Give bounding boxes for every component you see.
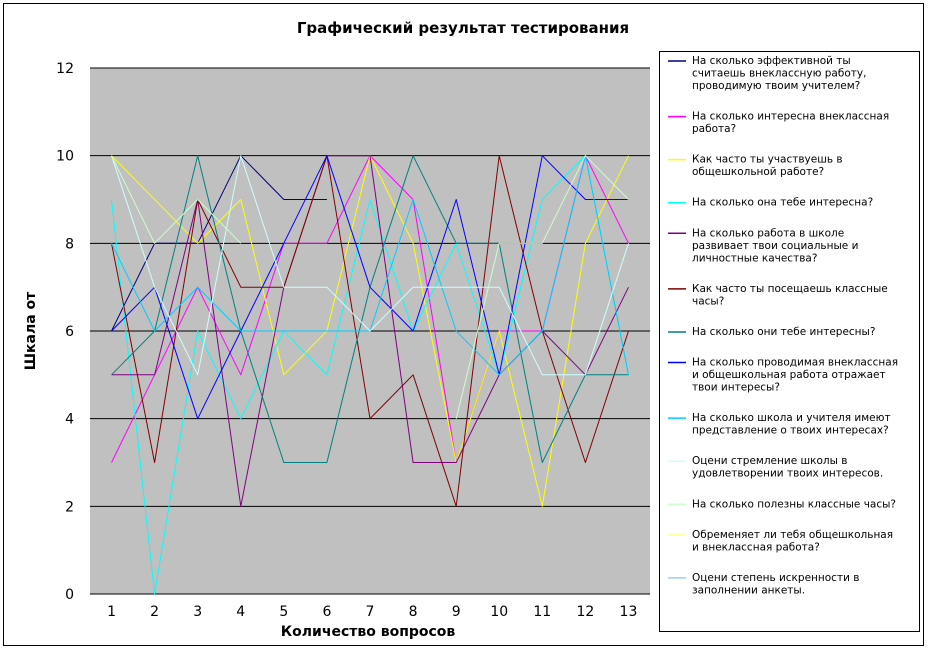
x-tick-label: 11 [533, 604, 551, 620]
legend-entry: На сколько интересна внеклассная работа? [668, 111, 889, 136]
legend-entry: На сколько эффективной ты считаешь внекла… [668, 55, 866, 92]
series-path [111, 155, 327, 332]
series-path [111, 155, 629, 419]
y-tick-labels: 0 2 4 6 8 10 12 [56, 61, 74, 603]
y-tick-label: 4 [65, 412, 74, 428]
x-tick-label: 5 [279, 604, 288, 620]
x-tick-label: 1 [107, 604, 116, 620]
legend-entry: На сколько школа и учителя имеют представ… [668, 412, 891, 437]
y-tick-label: 8 [65, 236, 74, 252]
series-line [111, 155, 327, 332]
series-path [111, 155, 629, 376]
legend-label: Оцени степень искренности в заполнении ан… [692, 572, 859, 597]
y-tick-label: 0 [65, 587, 74, 603]
legend-entry: Обременяет ли тебя общешкольная и внеклас… [668, 529, 893, 554]
y-tick-label: 10 [56, 149, 74, 165]
x-axis-title: Количество вопросов [281, 624, 456, 640]
legend-label: На сколько эффективной ты считаешь внекла… [692, 55, 866, 92]
series-lines [111, 155, 629, 595]
legend-label: Оцени стремление школы в удовлетворении т… [692, 455, 883, 480]
x-tick-label: 8 [409, 604, 418, 620]
x-tick-label: 13 [620, 604, 638, 620]
x-tick-label: 6 [322, 604, 331, 620]
legend-entry: Оцени стремление школы в удовлетворении т… [668, 455, 883, 480]
y-tick-label: 6 [65, 324, 74, 340]
legend-label: На сколько проводимая внеклассная и общеш… [692, 357, 898, 394]
x-tick-label: 9 [452, 604, 461, 620]
series-path [111, 155, 629, 595]
series-line [111, 155, 629, 419]
legend-label: На сколько полезны классные часы? [692, 498, 896, 510]
x-tick-labels: 1 2 3 4 5 6 7 8 9 10 11 12 13 [107, 604, 637, 620]
legend-label: На сколько они тебе интересны? [692, 326, 875, 338]
x-tick-label: 12 [576, 604, 594, 620]
legend-entry: На сколько они тебе интересны? [668, 326, 875, 338]
series-line [111, 155, 629, 420]
y-tick-label: 12 [56, 61, 74, 77]
legend-entry: Как часто ты посещаешь классные часы? [668, 283, 888, 308]
legend-entry: На сколько проводимая внеклассная и общеш… [668, 357, 898, 394]
legend-label: Обременяет ли тебя общешкольная и внеклас… [692, 529, 893, 554]
series-line [111, 155, 629, 595]
legend-entry: Оцени степень искренности в заполнении ан… [668, 572, 859, 597]
legend-label: Как часто ты посещаешь классные часы? [692, 283, 888, 308]
legend: На сколько эффективной ты считаешь внекла… [668, 55, 898, 596]
x-tick-label: 2 [150, 604, 159, 620]
legend-label: На сколько интересна внеклассная работа? [692, 111, 889, 136]
legend-label: На сколько школа и учителя имеют представ… [692, 412, 891, 437]
legend-box [659, 51, 920, 632]
legend-entry: На сколько работа в школе развивает твои … [668, 227, 858, 264]
legend-label: Как часто ты участвуешь в общешкольной ра… [692, 154, 843, 179]
y-tick-label: 2 [65, 499, 74, 515]
legend-label: На сколько работа в школе развивает твои … [692, 227, 858, 264]
x-tick-label: 3 [193, 604, 202, 620]
legend-label: На сколько она тебе интересна? [692, 197, 873, 209]
legend-entry: На сколько полезны классные часы? [668, 498, 896, 510]
x-tick-label: 10 [490, 604, 508, 620]
series-path [111, 155, 629, 420]
legend-entry: На сколько она тебе интересна? [668, 197, 873, 209]
chart-title: Графический результат тестирования [297, 19, 629, 37]
legend-entry: Как часто ты участвуешь в общешкольной ра… [668, 154, 843, 179]
y-axis-title: Шкала от [23, 291, 39, 370]
series-line [111, 155, 629, 376]
x-tick-label: 4 [236, 604, 245, 620]
x-tick-label: 7 [366, 604, 375, 620]
